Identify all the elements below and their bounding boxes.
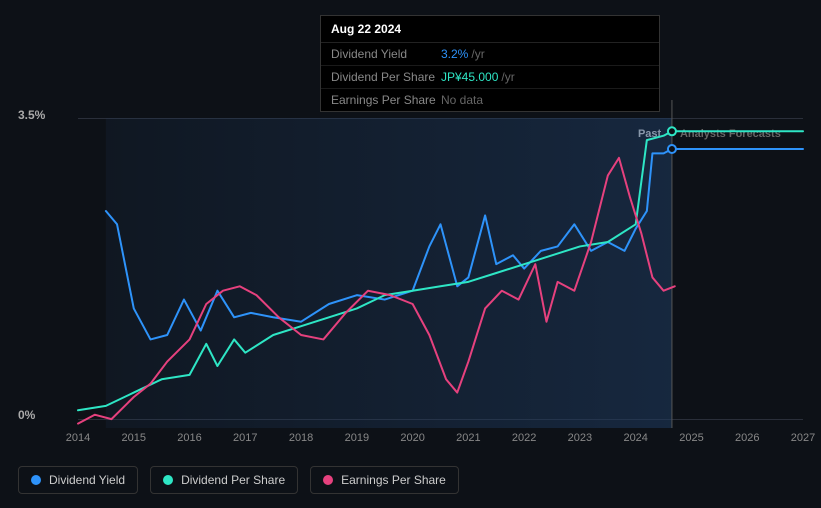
tooltip-row: Dividend Per ShareJP¥45.000/yr <box>321 66 659 89</box>
legend-item[interactable]: Dividend Yield <box>18 466 138 494</box>
tooltip-unit: /yr <box>501 70 514 84</box>
legend: Dividend Yield Dividend Per Share Earnings… <box>18 466 459 494</box>
x-axis-label: 2018 <box>289 432 313 444</box>
legend-label: Dividend Yield <box>49 473 125 487</box>
tooltip-label: Dividend Yield <box>331 47 441 61</box>
legend-dot <box>31 475 41 485</box>
x-axis-label: 2022 <box>512 432 536 444</box>
x-axis-label: 2027 <box>791 432 815 444</box>
x-axis-label: 2023 <box>568 432 592 444</box>
legend-item[interactable]: Dividend Per Share <box>150 466 298 494</box>
x-axis-label: 2025 <box>679 432 703 444</box>
chart-tooltip: Aug 22 2024 Dividend Yield3.2%/yrDividen… <box>320 15 660 112</box>
legend-item[interactable]: Earnings Per Share <box>310 466 459 494</box>
tooltip-value: JP¥45.000 <box>441 70 498 84</box>
plot-area[interactable] <box>18 110 803 420</box>
x-axis-label: 2014 <box>66 432 90 444</box>
x-axis: 2014 2015 2016 2017 2018 2019 2020 2021 2022 2023… <box>18 432 803 452</box>
tooltip-unit: /yr <box>471 47 484 61</box>
tooltip-label: Earnings Per Share <box>331 93 441 107</box>
x-axis-label: 2017 <box>233 432 257 444</box>
x-axis-label: 2020 <box>400 432 424 444</box>
chart-svg <box>18 110 803 420</box>
x-axis-label: 2021 <box>456 432 480 444</box>
legend-dot <box>323 475 333 485</box>
tooltip-date: Aug 22 2024 <box>321 16 659 43</box>
tooltip-value: No data <box>441 93 483 107</box>
legend-dot <box>163 475 173 485</box>
dividend-chart: Aug 22 2024 Dividend Yield3.2%/yrDividen… <box>0 0 821 508</box>
tooltip-row: Earnings Per ShareNo data <box>321 89 659 111</box>
legend-label: Dividend Per Share <box>181 473 285 487</box>
x-axis-label: 2024 <box>623 432 647 444</box>
tooltip-label: Dividend Per Share <box>331 70 441 84</box>
x-axis-label: 2019 <box>345 432 369 444</box>
tooltip-row: Dividend Yield3.2%/yr <box>321 43 659 66</box>
x-axis-label: 2015 <box>122 432 146 444</box>
legend-label: Earnings Per Share <box>341 473 446 487</box>
tooltip-value: 3.2% <box>441 47 468 61</box>
x-axis-label: 2016 <box>177 432 201 444</box>
x-axis-label: 2026 <box>735 432 759 444</box>
